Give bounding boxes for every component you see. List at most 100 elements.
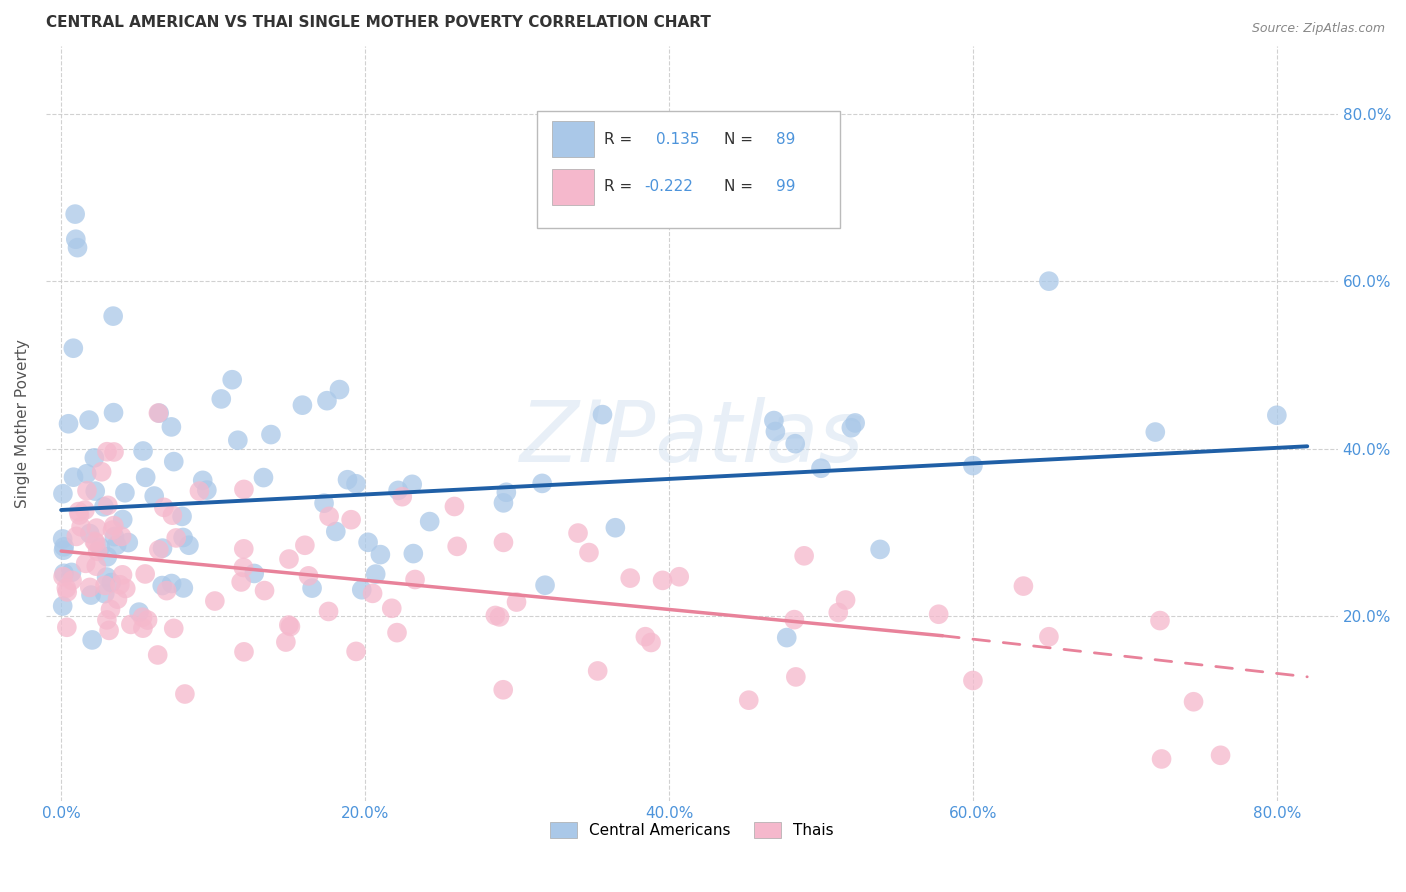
Point <box>274 635 297 649</box>
Point <box>70 520 93 534</box>
Point <box>534 578 557 592</box>
Point <box>962 673 984 688</box>
Point <box>160 576 183 591</box>
Point <box>117 535 139 549</box>
Point <box>1209 748 1232 763</box>
Point <box>83 534 105 549</box>
Point <box>294 538 316 552</box>
Point <box>97 499 120 513</box>
Text: Source: ZipAtlas.com: Source: ZipAtlas.com <box>1251 22 1385 36</box>
Point <box>387 483 409 498</box>
Point <box>419 515 441 529</box>
Point <box>83 450 105 465</box>
Point <box>52 486 75 500</box>
Point <box>634 630 657 644</box>
Point <box>53 566 76 581</box>
Point <box>651 574 673 588</box>
Point <box>762 414 785 428</box>
Point <box>492 496 515 510</box>
Point <box>492 535 515 549</box>
Point <box>1150 752 1173 766</box>
Point <box>76 483 98 498</box>
Point <box>364 567 387 582</box>
Point <box>86 521 108 535</box>
Point <box>136 613 159 627</box>
Point <box>232 560 254 574</box>
FancyBboxPatch shape <box>553 169 593 205</box>
Point <box>260 427 283 442</box>
Point <box>52 532 75 546</box>
Point <box>103 518 125 533</box>
Point <box>869 542 891 557</box>
Point <box>492 682 515 697</box>
Point <box>344 644 367 658</box>
Point <box>318 604 340 618</box>
Point <box>280 619 302 633</box>
Point <box>60 566 83 580</box>
Point <box>233 645 256 659</box>
Point <box>73 503 96 517</box>
Point <box>785 670 807 684</box>
Point <box>148 406 170 420</box>
Point <box>128 605 150 619</box>
Point <box>58 417 80 431</box>
Point <box>243 566 266 581</box>
Point <box>100 602 122 616</box>
Point <box>350 582 373 597</box>
Point <box>318 509 340 524</box>
Point <box>776 631 799 645</box>
Point <box>108 578 131 592</box>
Text: 0.135: 0.135 <box>655 132 699 147</box>
Point <box>291 398 314 412</box>
Point <box>111 567 134 582</box>
Point <box>361 586 384 600</box>
Text: R =: R = <box>605 179 637 194</box>
Point <box>75 557 97 571</box>
Point <box>62 470 84 484</box>
Point <box>531 476 554 491</box>
Point <box>103 406 125 420</box>
Point <box>385 625 408 640</box>
Point <box>668 570 690 584</box>
Point <box>101 523 124 537</box>
Point <box>101 309 124 323</box>
Point <box>221 373 243 387</box>
Point <box>344 476 367 491</box>
Point <box>336 473 359 487</box>
Point <box>301 581 323 595</box>
Point <box>82 632 104 647</box>
Point <box>148 406 170 420</box>
Point <box>160 420 183 434</box>
Point <box>297 569 319 583</box>
Point <box>391 490 413 504</box>
Point <box>143 489 166 503</box>
Point <box>89 541 111 555</box>
Point <box>111 512 134 526</box>
Point <box>134 566 156 581</box>
Point <box>793 549 815 563</box>
Text: -0.222: -0.222 <box>644 179 693 194</box>
Point <box>86 559 108 574</box>
Point <box>152 541 174 555</box>
Point <box>312 496 335 510</box>
Point <box>172 531 194 545</box>
Point <box>67 505 90 519</box>
Point <box>77 413 100 427</box>
Point <box>188 484 211 499</box>
Point <box>325 524 347 539</box>
Point <box>495 485 517 500</box>
Point <box>150 578 173 592</box>
Y-axis label: Single Mother Poverty: Single Mother Poverty <box>15 339 30 508</box>
Point <box>105 538 128 552</box>
Point <box>162 508 184 523</box>
Point <box>328 383 350 397</box>
Point <box>567 526 589 541</box>
Point <box>505 595 527 609</box>
Point <box>278 552 301 566</box>
Point <box>605 521 627 535</box>
Point <box>93 500 115 514</box>
Point <box>96 549 118 564</box>
Point <box>146 648 169 662</box>
Point <box>132 621 155 635</box>
Point <box>316 393 339 408</box>
